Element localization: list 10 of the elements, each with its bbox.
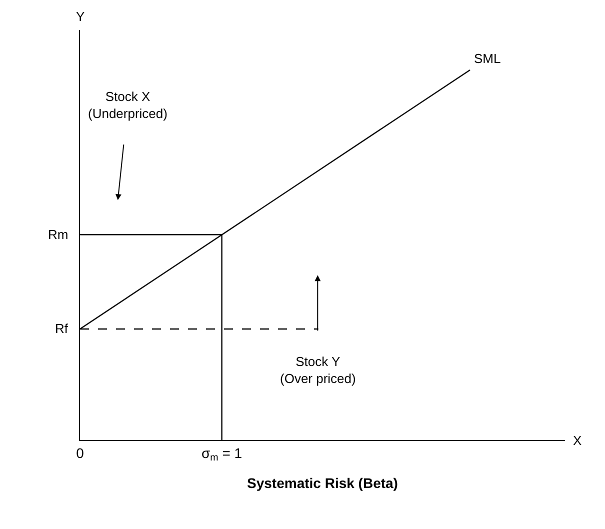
x-axis-title: Systematic Risk (Beta) [247,475,398,492]
x-tick-label: 0 [76,444,84,461]
text: Rf [55,321,68,336]
text: SML [474,51,501,66]
annotation: Stock Y (Over priced) [280,354,356,386]
text: Rm [48,227,68,242]
x-tick-label: σ$_{m}$ = 1 [202,444,242,464]
annotation: Stock X (Underpriced) [88,89,168,121]
text: Y [76,9,85,24]
text: X [573,433,582,448]
